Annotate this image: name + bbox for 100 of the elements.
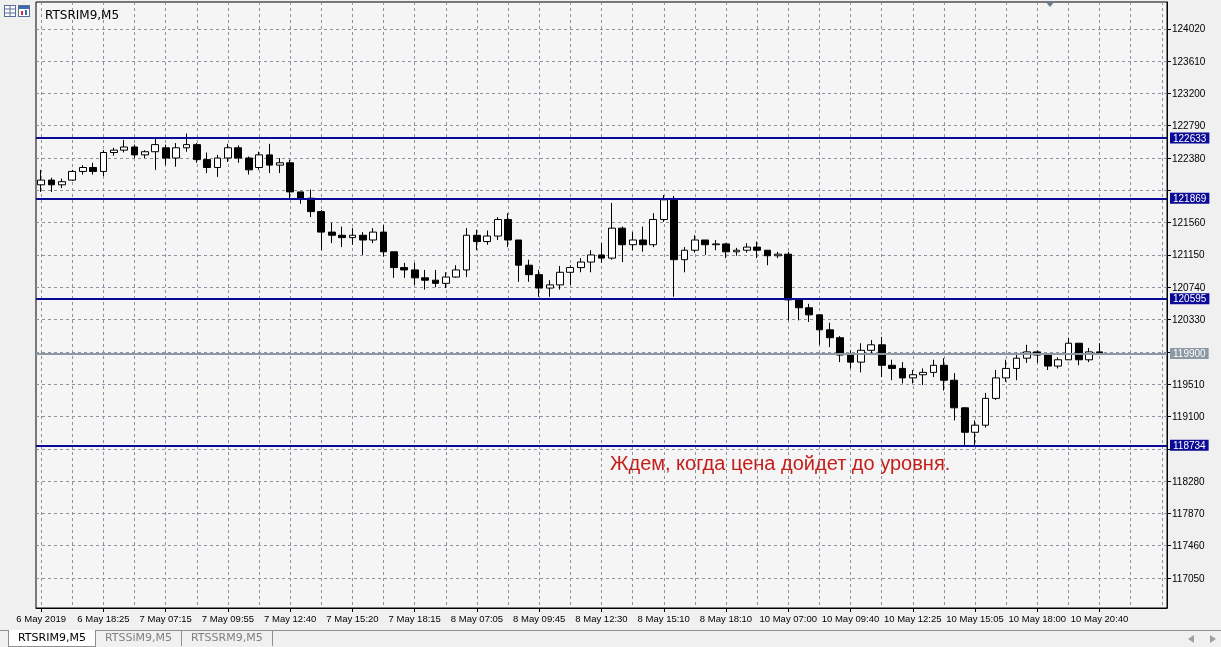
candlestick: [79, 164, 87, 176]
tab: RTSSiM9,M5: [95, 630, 182, 646]
y-tick-label: 120330: [1172, 314, 1206, 326]
candlestick: [961, 406, 969, 446]
candlestick: [982, 392, 989, 429]
candlestick: [649, 212, 657, 248]
candlestick: [162, 144, 170, 166]
tab: RTSSRM9,M5: [182, 630, 273, 646]
candlestick: [255, 151, 263, 171]
candlestick: [1044, 354, 1052, 371]
candlestick: [930, 359, 937, 378]
ref-line-label: 118734: [1173, 439, 1207, 451]
candlestick: [183, 133, 190, 153]
y-tick-label: 120740: [1172, 281, 1206, 293]
candlestick: [556, 265, 564, 291]
candlestick: [494, 216, 502, 241]
candlestick: [369, 227, 377, 244]
candlestick: [203, 152, 211, 174]
candlestick: [193, 142, 201, 164]
candlestick: [452, 264, 460, 279]
x-tick-label: 8 May 18:10: [699, 612, 753, 624]
y-tick-label: 118280: [1172, 475, 1206, 487]
candlestick: [110, 147, 118, 157]
candlestick: [349, 227, 356, 246]
text: RTSRIM9,M5: [45, 8, 120, 22]
tab: RTSRIM9,M5: [8, 630, 96, 647]
candlestick: [608, 202, 616, 261]
candlestick: [867, 339, 875, 356]
x-tick-label: 10 May 07:00: [759, 612, 818, 624]
candlestick: [971, 419, 979, 446]
y-tick-label: 122380: [1172, 152, 1206, 164]
candlestick: [317, 209, 325, 251]
candlestick: [629, 231, 637, 251]
candlestick: [48, 177, 55, 193]
candlestick: [442, 271, 450, 289]
candlestick: [359, 231, 367, 256]
candlestick: [214, 154, 221, 178]
y-tick-label: 123200: [1172, 87, 1206, 99]
candlestick: [483, 230, 491, 246]
candlestick: [681, 246, 688, 273]
candlestick: [1054, 356, 1062, 369]
ref-line-label: 122633: [1173, 132, 1207, 144]
candlestick: [276, 157, 284, 174]
y-tick-label: 124020: [1172, 23, 1206, 35]
x-tick-label: 7 May 07:15: [139, 612, 192, 624]
candlestick: [120, 139, 128, 154]
candlestick: [577, 257, 585, 273]
candlestick: [764, 249, 771, 266]
candlestick: [919, 367, 927, 386]
candlestick: [992, 369, 1000, 401]
candlestick: [338, 226, 346, 248]
candlestick: [909, 369, 917, 384]
candlestick: [172, 142, 180, 168]
x-tick-label: 6 May 18:25: [77, 612, 130, 624]
y-tick-label: 117050: [1172, 572, 1206, 584]
y-tick-label: 121560: [1172, 217, 1206, 229]
y-tick-label: 123610: [1172, 55, 1206, 67]
x-tick-label: 7 May 15:20: [326, 612, 379, 624]
candlestick: [733, 247, 740, 257]
candlestick: [795, 299, 803, 321]
y-tick-label: 117460: [1172, 540, 1206, 552]
candlestick: [286, 159, 294, 199]
candlestick: [421, 269, 429, 291]
candlestick: [587, 249, 595, 273]
candlestick: [743, 242, 751, 254]
candlestick: [940, 357, 948, 391]
candlestick: [328, 222, 336, 244]
candlestick: [380, 224, 387, 258]
candlestick: [722, 242, 730, 259]
x-tick-label: 8 May 09:45: [513, 612, 566, 624]
candlestick: [297, 191, 304, 205]
candlestick: [701, 239, 709, 256]
candlestick: [535, 269, 543, 298]
candlestick: [847, 349, 854, 369]
x-tick-label: 7 May 12:40: [264, 612, 317, 624]
x-tick-label: 10 May 09:40: [821, 612, 880, 624]
candlestick: [899, 361, 906, 384]
x-tick-label: 8 May 07:05: [450, 612, 504, 624]
candlestick: [1002, 359, 1010, 383]
ref-line-label: 120595: [1173, 293, 1207, 305]
candlestick: [691, 234, 699, 254]
candlestick: [1013, 352, 1020, 381]
candlestick: [598, 242, 605, 264]
candlestick: [639, 226, 647, 253]
candlestick: [131, 144, 138, 159]
x-tick-label: 8 May 12:30: [575, 612, 628, 624]
candlestick: [753, 241, 761, 259]
y-tick-label: 119100: [1172, 411, 1206, 423]
candlestick: [515, 239, 522, 283]
candlestick: [816, 314, 823, 346]
candlestick: [68, 169, 76, 182]
candlestick: [670, 195, 678, 298]
x-tick-label: 10 May 20:40: [1070, 612, 1129, 624]
x-tick-label: 6 May 2019: [16, 612, 67, 624]
candlestick: [400, 262, 408, 279]
candlestick: [432, 269, 439, 288]
candlestick: [58, 178, 66, 189]
candlestick: [712, 239, 720, 251]
x-tick-label: 7 May 18:15: [388, 612, 441, 624]
y-tick-label: 121150: [1172, 249, 1206, 261]
